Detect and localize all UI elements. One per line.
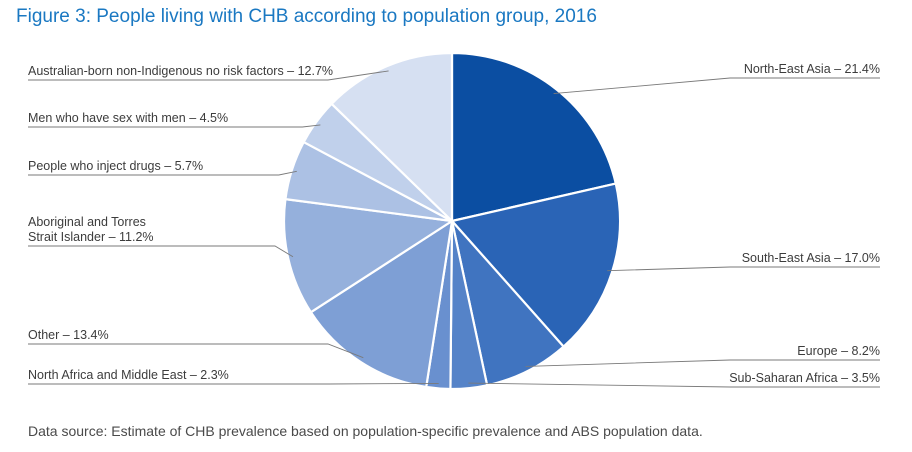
slice-label-north-east-asia: North-East Asia – 21.4% (744, 62, 880, 76)
pie-slice-aboriginal-and-torres-strait-islander (282, 198, 454, 314)
data-source-note: Data source: Estimate of CHB prevalence … (28, 423, 703, 439)
leader-line-people-who-inject-drugs (28, 170, 297, 176)
slice-label-north-africa-and-middle-east: North Africa and Middle East – 2.3% (28, 368, 229, 382)
slice-label-sub-saharan-africa: Sub-Saharan Africa – 3.5% (729, 371, 880, 385)
pie-slice-south-east-asia (450, 182, 622, 348)
leader-line-men-who-have-sex-with-men (28, 124, 321, 128)
slice-label-south-east-asia: South-East Asia – 17.0% (742, 251, 880, 265)
leader-line-aboriginal-and-torres-strait-islander (28, 245, 294, 258)
pie-slice-other (309, 219, 454, 389)
pie-slice-north-east-asia (450, 51, 617, 223)
slice-label-aboriginal-and-torres-strait-islander: Aboriginal and Torres Strait Islander – 1… (28, 215, 154, 244)
leader-line-sub-saharan-africa (468, 382, 880, 388)
slice-label-australian-born-non-indigenous-no-risk-factors: Australian-born non-Indigenous no risk f… (28, 64, 333, 78)
leader-lines (28, 70, 880, 388)
leader-line-europe (525, 359, 880, 367)
leader-line-australian-born-non-indigenous-no-risk-factors (28, 70, 389, 81)
pie-slices (282, 51, 622, 391)
leader-line-north-africa-and-middle-east (28, 382, 439, 385)
pie-slice-europe (450, 219, 565, 387)
slice-labels: North-East Asia – 21.4% South-East Asia –… (28, 62, 880, 385)
leader-line-south-east-asia (607, 266, 880, 272)
slice-label-other: Other – 13.4% (28, 328, 109, 342)
leader-line-other (28, 343, 364, 359)
slice-label-europe: Europe – 8.2% (797, 344, 880, 358)
slice-label-people-who-inject-drugs: People who inject drugs – 5.7% (28, 159, 203, 173)
leader-line-north-east-asia (553, 77, 880, 95)
chart-title: Figure 3: People living with CHB accordi… (16, 6, 597, 27)
pie-slice-australian-born-non-indigenous-no-risk-factors (330, 51, 454, 223)
slice-label-men-who-have-sex-with-men: Men who have sex with men – 4.5% (28, 111, 228, 125)
